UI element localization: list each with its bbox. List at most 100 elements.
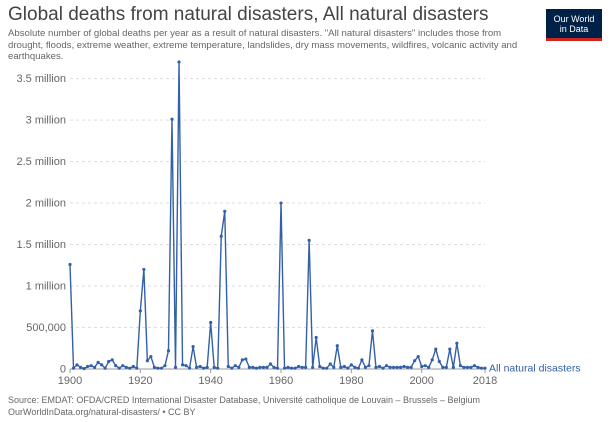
data-point[interactable] <box>406 365 410 369</box>
data-point[interactable] <box>395 365 399 369</box>
data-point[interactable] <box>184 364 188 368</box>
data-point[interactable] <box>254 366 258 370</box>
data-point[interactable] <box>103 366 107 370</box>
data-point[interactable] <box>391 365 396 369</box>
data-point[interactable] <box>325 366 329 370</box>
data-point[interactable] <box>430 358 434 362</box>
data-point[interactable] <box>244 357 248 361</box>
data-point[interactable] <box>314 335 318 340</box>
data-point[interactable] <box>216 366 220 370</box>
data-point[interactable] <box>328 362 332 366</box>
data-point[interactable] <box>444 365 448 369</box>
data-point[interactable] <box>451 365 455 369</box>
data-point[interactable] <box>68 262 72 267</box>
data-point[interactable] <box>166 349 171 353</box>
data-point[interactable] <box>110 358 114 362</box>
data-point[interactable] <box>135 366 139 370</box>
data-point[interactable] <box>82 366 86 371</box>
data-point[interactable] <box>226 364 230 369</box>
data-point[interactable] <box>114 364 118 368</box>
data-point[interactable] <box>293 366 297 370</box>
data-point[interactable] <box>353 365 357 369</box>
data-point[interactable] <box>121 364 125 368</box>
data-point[interactable] <box>170 117 174 121</box>
data-point[interactable] <box>342 364 346 369</box>
data-point[interactable] <box>360 358 364 362</box>
series-line[interactable] <box>69 61 485 370</box>
data-point[interactable] <box>367 364 371 368</box>
data-point[interactable] <box>78 365 83 369</box>
data-point[interactable] <box>381 366 385 370</box>
data-point[interactable] <box>434 347 438 351</box>
data-point[interactable] <box>275 366 280 370</box>
data-point[interactable] <box>377 364 382 369</box>
data-point[interactable] <box>107 359 111 364</box>
data-point[interactable] <box>427 365 431 369</box>
data-point[interactable] <box>191 344 195 349</box>
data-point[interactable] <box>96 360 100 364</box>
data-point[interactable] <box>272 365 276 369</box>
data-point[interactable] <box>413 359 417 363</box>
data-point[interactable] <box>398 365 403 369</box>
data-point[interactable] <box>198 364 202 369</box>
data-point[interactable] <box>462 365 466 369</box>
data-point[interactable] <box>458 364 462 368</box>
data-point[interactable] <box>75 363 79 367</box>
data-point[interactable] <box>268 362 273 366</box>
data-point[interactable] <box>307 238 311 242</box>
data-point[interactable] <box>388 365 392 369</box>
data-point[interactable] <box>311 365 315 369</box>
data-point[interactable] <box>300 365 304 369</box>
data-point[interactable] <box>420 364 424 369</box>
data-point[interactable] <box>335 344 339 348</box>
data-point[interactable] <box>370 329 375 333</box>
data-point[interactable] <box>212 365 216 369</box>
data-point[interactable] <box>441 365 445 369</box>
data-point[interactable] <box>437 359 441 364</box>
data-point[interactable] <box>93 365 97 369</box>
data-point[interactable] <box>131 364 135 369</box>
data-point[interactable] <box>145 359 149 363</box>
data-point[interactable] <box>124 365 128 369</box>
data-point[interactable] <box>219 234 223 238</box>
data-point[interactable] <box>339 365 343 369</box>
data-point[interactable] <box>448 347 452 351</box>
data-point[interactable] <box>423 364 427 368</box>
data-point[interactable] <box>85 364 90 369</box>
data-point[interactable] <box>346 366 350 370</box>
data-point[interactable] <box>177 60 181 64</box>
data-point[interactable] <box>180 363 185 367</box>
data-point[interactable] <box>279 201 283 205</box>
data-point[interactable] <box>363 365 368 369</box>
data-point[interactable] <box>258 365 262 369</box>
data-point[interactable] <box>138 309 142 313</box>
data-point[interactable] <box>202 366 206 370</box>
data-point[interactable] <box>233 364 237 368</box>
data-point[interactable] <box>476 365 480 369</box>
data-point[interactable] <box>251 365 255 369</box>
data-point[interactable] <box>71 366 76 370</box>
data-point[interactable] <box>349 363 353 367</box>
data-point[interactable] <box>465 365 470 369</box>
data-point[interactable] <box>261 365 266 369</box>
data-point[interactable] <box>237 365 241 369</box>
data-point[interactable] <box>321 366 325 370</box>
data-point[interactable] <box>209 320 213 325</box>
data-point[interactable] <box>318 364 322 369</box>
data-point[interactable] <box>483 366 487 370</box>
data-point[interactable] <box>265 365 269 369</box>
data-point[interactable] <box>297 364 301 369</box>
data-point[interactable] <box>472 364 477 368</box>
source-url[interactable]: OurWorldInData.org/natural-disasters/ • … <box>8 406 196 417</box>
data-point[interactable] <box>282 366 287 370</box>
data-point[interactable] <box>286 365 290 369</box>
data-point[interactable] <box>152 365 157 369</box>
owid-logo[interactable]: Our World in Data <box>546 9 602 41</box>
data-point[interactable] <box>156 366 160 370</box>
data-point[interactable] <box>247 365 251 369</box>
data-point[interactable] <box>149 354 153 359</box>
data-point[interactable] <box>356 366 360 370</box>
data-point[interactable] <box>240 358 244 362</box>
data-point[interactable] <box>100 363 104 367</box>
data-point[interactable] <box>332 365 336 369</box>
